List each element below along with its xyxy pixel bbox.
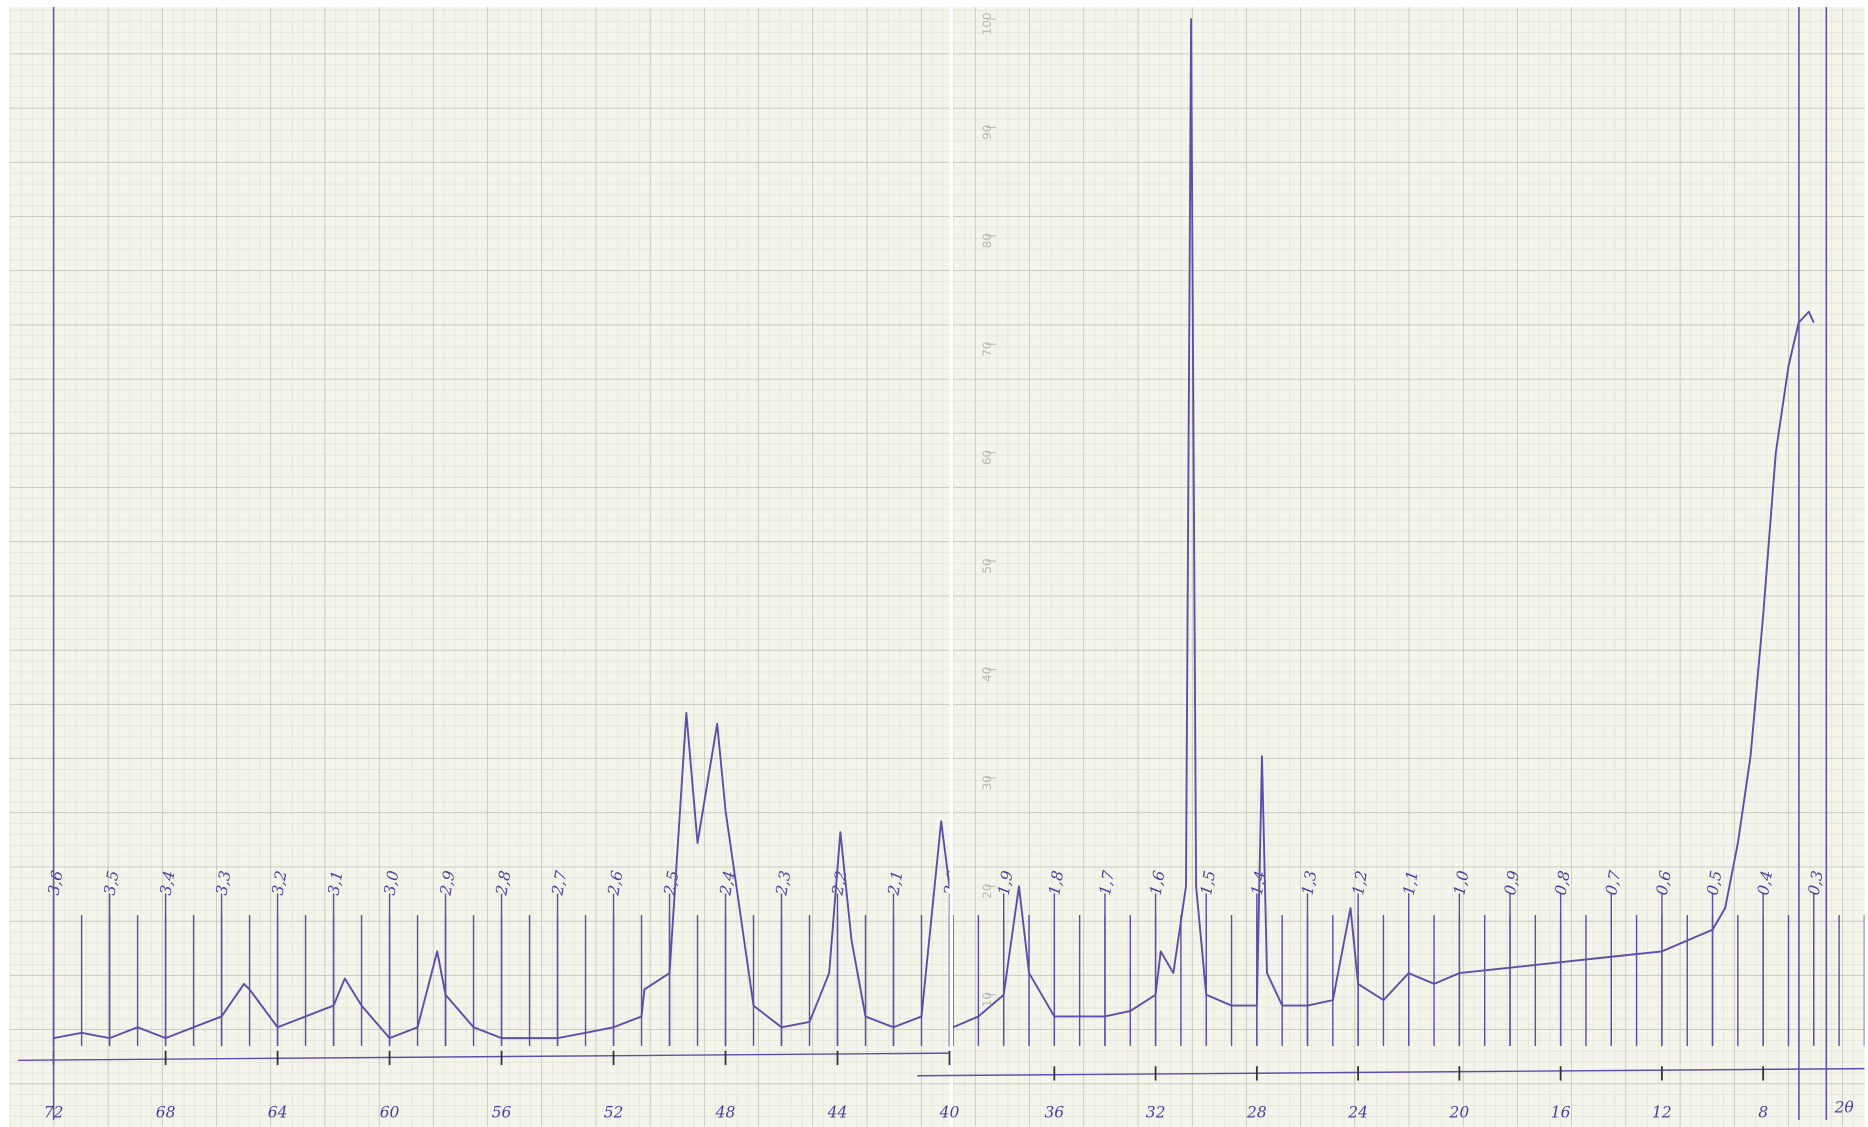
x-tick-label: 68	[156, 1103, 176, 1121]
y-tick-label: 20	[980, 884, 994, 899]
annotation: 3,0	[381, 869, 403, 897]
annotation: 1,6	[1147, 869, 1169, 897]
y-tick-label: 100	[980, 12, 994, 35]
annotation: 1,0	[1450, 869, 1472, 897]
x-tick-label: 24	[1347, 1103, 1368, 1121]
annotation: 2,7	[548, 869, 570, 897]
trace	[53, 711, 950, 1040]
annotation: 3,3	[213, 869, 235, 897]
annotation: 2,4	[716, 869, 738, 897]
annotation: 1,3	[1298, 869, 1320, 897]
annotation: 0,9	[1501, 869, 1523, 897]
x-tick-label: 40	[939, 1103, 960, 1121]
annotation: 3,1	[325, 869, 347, 896]
annotation: 2,0	[940, 869, 962, 897]
x-tick-label: 12	[1652, 1103, 1672, 1121]
y-tick-label: 10	[980, 992, 994, 1007]
panel: 1,9 1,8 1,7 1,6 1,5 1,4 1,3 1,2 1,1 1,0 0,9 0,8 0,7 0…	[953, 18, 1865, 1046]
x-tick-label: 48	[715, 1103, 736, 1121]
panel: 3,6 3,5 3,4 3,3 3,2 3,1 3,0 2,9 2,8 2,7 2,6 2,5 2,4 2…	[45, 711, 962, 1046]
x-tick-label: 52	[604, 1103, 624, 1121]
annotation: 2,1	[884, 869, 906, 897]
y-tick-label: 70	[980, 341, 994, 356]
x-tick-label: 28	[1246, 1103, 1267, 1121]
annotation: 0,7	[1602, 869, 1624, 897]
annotation: 1,1	[1400, 869, 1422, 896]
annotation: 0,5	[1704, 869, 1726, 896]
x-tick-label: 16	[1551, 1103, 1571, 1121]
trace	[953, 18, 1815, 1029]
x-tick-label: 56	[492, 1103, 512, 1121]
annotation: 1,2	[1349, 869, 1371, 896]
annotation: 1,8	[1045, 869, 1067, 897]
annotation: 3,2	[269, 869, 291, 896]
annotation: 2,6	[604, 869, 626, 897]
x-tick-label: 36	[1044, 1103, 1064, 1121]
annotation: 2,8	[492, 869, 514, 897]
annotation: 1,5	[1197, 869, 1219, 896]
y-tick-label: 60	[980, 450, 994, 465]
x-axis-label: 2θ	[1834, 1099, 1855, 1117]
x-tick-label: 60	[380, 1103, 400, 1121]
y-tick-label: 50	[980, 558, 994, 573]
x-tick-label: 8	[1758, 1103, 1768, 1121]
x-tick-label: 20	[1449, 1103, 1470, 1121]
annotation: 0,8	[1552, 869, 1574, 897]
annotation: 1,9	[995, 869, 1017, 897]
annotation: 3,5	[101, 869, 123, 896]
y-tick-label: 30	[980, 775, 994, 790]
grid-paper-left	[9, 7, 950, 1127]
annotation: 3,6	[45, 869, 67, 897]
x-axis	[917, 1067, 1865, 1077]
annotation: 1,7	[1096, 869, 1118, 897]
annotation: 2,3	[772, 869, 794, 897]
x-axis	[17, 1052, 950, 1061]
annotation: 0,6	[1653, 869, 1675, 897]
x-tick-label: 44	[827, 1103, 848, 1121]
x-tick-label: 64	[268, 1103, 288, 1121]
annotation: 0,4	[1754, 869, 1776, 896]
annotation: 3,4	[157, 869, 179, 896]
y-tick-label: 40	[980, 667, 994, 682]
y-tick-label: 80	[980, 233, 994, 248]
x-tick-label: 32	[1146, 1103, 1166, 1121]
y-tick-label: 90	[980, 125, 994, 140]
annotation: 2,5	[660, 869, 682, 897]
annotation: 2,9	[436, 869, 458, 897]
annotation: 0,3	[1805, 869, 1827, 897]
